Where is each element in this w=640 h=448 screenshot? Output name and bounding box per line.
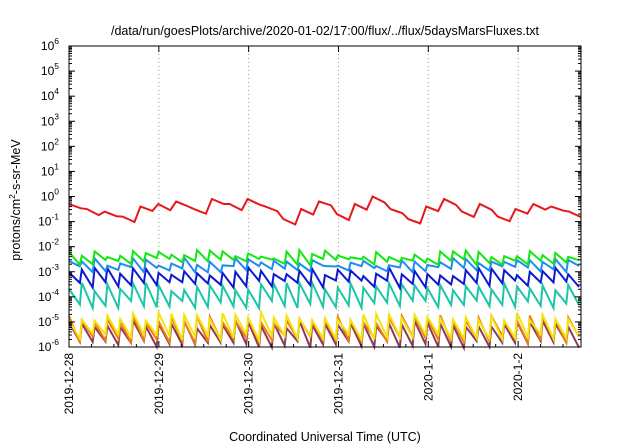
y-tick-label: 10-1: [38, 212, 59, 229]
series-line: [68, 308, 580, 345]
y-tick-label: 10-6: [38, 337, 59, 354]
y-tick-label: 104: [41, 86, 59, 103]
plot-frame: [68, 45, 582, 348]
series-line: [68, 255, 580, 275]
y-tick-label: 10-2: [38, 237, 59, 254]
y-tick-label: 102: [41, 136, 59, 153]
y-tick-label: 100: [41, 187, 59, 204]
x-ticks: 2019-12-28 2019-12-29 2019-12-30 2019-12-31…: [62, 46, 564, 415]
series-line: [68, 247, 580, 268]
series-line: [68, 278, 580, 312]
series-line: [68, 264, 580, 292]
y-tick-label: 10-3: [38, 262, 59, 279]
y-tick-label: 103: [41, 111, 59, 128]
y-tick-label: 105: [41, 61, 59, 78]
y-axis-label: protons/cm2-s-sr-MeV: [7, 139, 23, 261]
y-tick-label: 101: [41, 161, 59, 178]
series-lines: [68, 195, 582, 352]
y-axis-label-rest: -s-sr-MeV: [9, 139, 23, 195]
y-tick-label: 10-5: [38, 312, 59, 329]
x-tick-label: 2019-12-30: [242, 353, 256, 415]
y-tick-label: 10-4: [38, 287, 59, 304]
y-tick-label: 106: [41, 36, 59, 53]
x-tick-label: 2019-12-29: [152, 353, 166, 415]
y-axis-label-base: protons/cm: [9, 199, 23, 261]
x-tick-label: 2019-12-28: [62, 353, 76, 415]
y-axis-label-sup: 2: [7, 194, 17, 199]
chart-title: /data/run/goesPlots/archive/2020-01-02/1…: [111, 24, 540, 38]
x-tick-label: 2019-12-31: [331, 353, 345, 415]
x-axis-label: Coordinated Universal Time (UTC): [229, 430, 421, 444]
x-tick-label: 2020-1-1: [421, 353, 435, 401]
y-ticks: 10-6 10-5 10-4 10-3 10-2 10-1 100 101 102 103 104 1…: [38, 36, 581, 354]
x-tick-label: 2020-1-2: [511, 353, 525, 401]
series-line: [68, 195, 582, 226]
